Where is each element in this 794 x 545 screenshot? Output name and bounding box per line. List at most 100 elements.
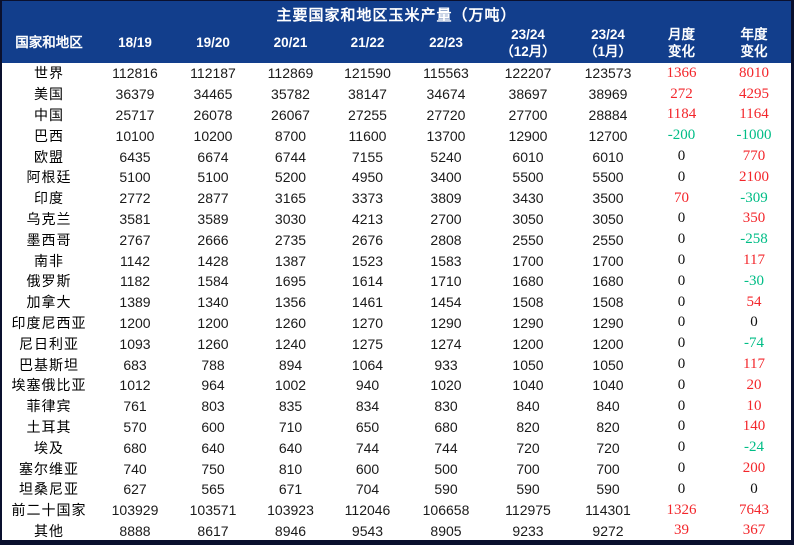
- production-value-cell: 27720: [426, 106, 466, 123]
- production-value-cell: 34674: [426, 86, 466, 103]
- production-value-cell: 123573: [584, 65, 632, 82]
- production-value-cell: 28884: [588, 106, 628, 123]
- production-value-cell: 570: [123, 418, 147, 435]
- production-value-cell: 680: [123, 439, 147, 456]
- monthly-change-cell: 272: [670, 85, 693, 102]
- monthly-change-cell: 0: [677, 460, 686, 477]
- table-row: 加拿大 1389 1340 1356 1461 1454 1508 1508 0 54: [2, 292, 791, 313]
- production-value-cell: 1583: [430, 252, 462, 269]
- production-value-cell: 3165: [274, 190, 307, 207]
- country-name-cell: 坦桑尼亚: [19, 481, 79, 498]
- production-value-cell: 8888: [119, 522, 151, 539]
- production-value-cell: 1584: [197, 273, 229, 290]
- column-header: 国家和地区: [2, 25, 96, 63]
- table-row: 塞尔维亚 740 750 810 600 500 700 700 0 200: [2, 458, 791, 479]
- yearly-change-cell: -309: [740, 189, 768, 206]
- table-row: 印度 2772 2877 3165 3373 3809 3430 3500 70 -309: [2, 188, 791, 209]
- country-name-cell: 世界: [34, 65, 64, 82]
- column-header: 23/24 （1月）: [570, 25, 646, 63]
- production-value-cell: 1012: [119, 377, 151, 394]
- yearly-change-cell: -74: [744, 335, 764, 352]
- country-name-cell: 巴西: [34, 127, 64, 144]
- country-name-cell: 墨西哥: [26, 231, 72, 248]
- production-value-cell: 1680: [512, 273, 544, 290]
- production-value-cell: 38969: [588, 86, 628, 103]
- production-value-cell: 13700: [426, 127, 466, 144]
- column-header: 年度 变化: [717, 25, 792, 63]
- production-value-cell: 840: [596, 398, 620, 415]
- country-name-cell: 印度尼西亚: [11, 314, 87, 331]
- production-value-cell: 5240: [430, 148, 462, 165]
- yearly-change-cell: 54: [746, 293, 762, 310]
- production-value-cell: 627: [123, 481, 147, 498]
- monthly-change-cell: 0: [677, 376, 686, 393]
- production-value-cell: 940: [355, 377, 380, 394]
- yearly-change-cell: 4295: [739, 85, 769, 102]
- production-value-cell: 4950: [351, 169, 384, 186]
- production-value-cell: 3050: [512, 210, 544, 227]
- yearly-change-cell: 117: [743, 356, 765, 373]
- yearly-change-cell: 367: [742, 522, 766, 539]
- production-value-cell: 1050: [592, 356, 624, 373]
- production-value-cell: 894: [278, 356, 303, 373]
- monthly-change-cell: 1184: [666, 106, 697, 123]
- yearly-change-cell: -24: [744, 439, 764, 456]
- production-value-cell: 840: [516, 398, 540, 415]
- monthly-change-cell: 0: [677, 252, 686, 269]
- production-value-cell: 1356: [274, 294, 307, 311]
- production-value-cell: 36379: [115, 86, 155, 103]
- production-value-cell: 1700: [592, 252, 624, 269]
- production-value-cell: 12900: [508, 127, 548, 144]
- production-value-cell: 103923: [267, 502, 314, 519]
- production-value-cell: 600: [201, 418, 225, 435]
- table-row: 巴基斯坦 683 788 894 1064 933 1050 1050 0 117: [2, 354, 791, 375]
- table-row: 欧盟 6435 6674 6744 7155 5240 6010 6010 0 770: [2, 146, 791, 167]
- monthly-change-cell: 39: [674, 522, 689, 539]
- country-name-cell: 埃及: [34, 439, 64, 456]
- country-name-cell: 阿根廷: [26, 169, 72, 186]
- production-value-cell: 5500: [512, 169, 544, 186]
- table-row: 俄罗斯 1182 1584 1695 1614 1710 1680 1680 0 -30: [2, 271, 791, 292]
- country-name-cell: 印度: [34, 190, 64, 207]
- yearly-change-cell: 7643: [739, 501, 769, 518]
- production-value-cell: 1260: [274, 314, 307, 331]
- yearly-change-cell: 2100: [739, 168, 769, 185]
- production-value-cell: 750: [201, 460, 225, 477]
- country-name-cell: 加拿大: [26, 294, 72, 311]
- country-name-cell: 乌克兰: [26, 210, 72, 227]
- monthly-change-cell: 0: [677, 314, 686, 331]
- production-value-cell: 600: [355, 460, 380, 477]
- production-value-cell: 3500: [592, 190, 624, 207]
- production-value-cell: 1290: [512, 314, 544, 331]
- production-value-cell: 830: [434, 398, 458, 415]
- production-value-cell: 933: [434, 356, 458, 373]
- production-value-cell: 26078: [193, 106, 233, 123]
- yearly-change-cell: 350: [742, 210, 766, 227]
- production-value-cell: 1200: [197, 314, 229, 331]
- production-value-cell: 115563: [423, 65, 469, 82]
- production-value-cell: 34465: [193, 86, 233, 103]
- production-value-cell: 1340: [197, 294, 229, 311]
- production-value-cell: 6744: [274, 148, 307, 165]
- country-name-cell: 前二十国家: [11, 502, 87, 519]
- production-value-cell: 640: [278, 439, 303, 456]
- production-value-cell: 834: [355, 398, 380, 415]
- production-value-cell: 1710: [430, 273, 462, 290]
- production-value-cell: 10200: [193, 127, 233, 144]
- production-value-cell: 4213: [351, 210, 384, 227]
- production-value-cell: 820: [516, 418, 540, 435]
- production-value-cell: 744: [355, 439, 380, 456]
- production-value-cell: 1200: [512, 335, 544, 352]
- production-value-cell: 122207: [504, 65, 552, 82]
- production-value-cell: 26067: [271, 106, 310, 123]
- production-value-cell: 1454: [430, 294, 462, 311]
- production-value-cell: 740: [123, 460, 147, 477]
- production-value-cell: 1142: [119, 252, 151, 269]
- production-value-cell: 761: [123, 398, 147, 415]
- country-name-cell: 南非: [34, 252, 64, 269]
- table-title: 主要国家和地区玉米产量（万吨）: [2, 1, 792, 25]
- production-value-cell: 1428: [197, 252, 229, 269]
- production-value-cell: 700: [596, 460, 620, 477]
- yearly-change-cell: 1164: [739, 106, 769, 123]
- table-row: 阿根廷 5100 5100 5200 4950 3400 5500 5500 0 2100: [2, 167, 791, 188]
